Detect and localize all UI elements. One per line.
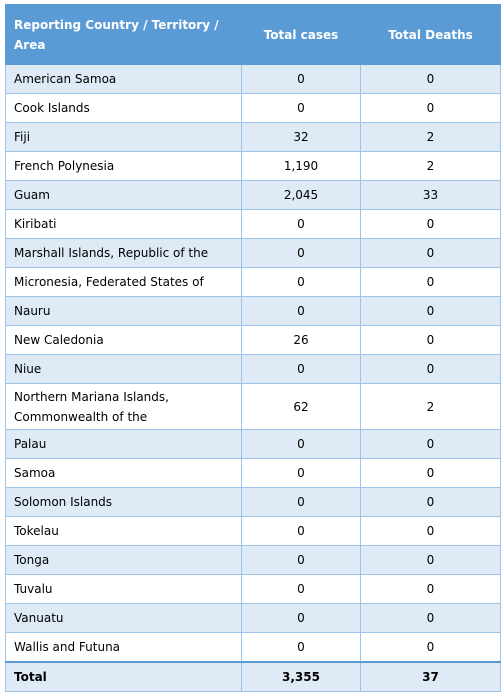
cases-cell: 0 (241, 267, 361, 297)
total-cases: 3,355 (241, 660, 361, 692)
deaths-cell: 0 (360, 632, 501, 662)
deaths-cell: 0 (360, 429, 501, 459)
table-row: Palau 0 0 (5, 429, 501, 459)
deaths-cell: 0 (360, 545, 501, 575)
table-row: Solomon Islands 0 0 (5, 487, 501, 517)
table-row: Tokelau 0 0 (5, 516, 501, 546)
deaths-cell: 0 (360, 487, 501, 517)
country-cell: French Polynesia (5, 151, 242, 181)
cases-cell: 0 (241, 487, 361, 517)
cases-cell: 0 (241, 516, 361, 546)
cases-cell: 0 (241, 93, 361, 123)
cases-cell: 32 (241, 122, 361, 152)
cases-cell: 62 (241, 383, 361, 430)
country-cell: Fiji (5, 122, 242, 152)
table-row: Tonga 0 0 (5, 545, 501, 575)
header-total-cases: Total cases (241, 4, 361, 65)
country-cell: Tonga (5, 545, 242, 575)
deaths-cell: 2 (360, 151, 501, 181)
country-cell: Tuvalu (5, 574, 242, 604)
deaths-cell: 0 (360, 209, 501, 239)
deaths-cell: 0 (360, 603, 501, 633)
cases-cell: 26 (241, 325, 361, 355)
country-cell: Solomon Islands (5, 487, 242, 517)
country-cell: New Caledonia (5, 325, 242, 355)
deaths-cell: 0 (360, 325, 501, 355)
deaths-cell: 0 (360, 458, 501, 488)
table-header: Reporting Country / Territory / Area Tot… (5, 4, 501, 65)
country-cell: American Samoa (5, 64, 242, 94)
country-cell: Guam (5, 180, 242, 210)
cases-cell: 0 (241, 545, 361, 575)
cases-cell: 2,045 (241, 180, 361, 210)
cases-table: Reporting Country / Territory / Area Tot… (5, 4, 501, 692)
deaths-cell: 0 (360, 267, 501, 297)
table-row: Northern Mariana Islands, Commonwealth o… (5, 383, 501, 430)
cases-cell: 0 (241, 354, 361, 384)
cases-cell: 0 (241, 64, 361, 94)
country-cell: Northern Mariana Islands, Commonwealth o… (5, 383, 242, 430)
deaths-cell: 0 (360, 64, 501, 94)
table-row: Marshall Islands, Republic of the 0 0 (5, 238, 501, 268)
table-row: Wallis and Futuna 0 0 (5, 632, 501, 662)
cases-cell: 0 (241, 458, 361, 488)
deaths-cell: 2 (360, 122, 501, 152)
table-row: Niue 0 0 (5, 354, 501, 384)
deaths-cell: 33 (360, 180, 501, 210)
country-cell: Micronesia, Federated States of (5, 267, 242, 297)
country-cell: Samoa (5, 458, 242, 488)
table-row: American Samoa 0 0 (5, 64, 501, 94)
country-cell: Wallis and Futuna (5, 632, 242, 662)
table-body: American Samoa 0 0 Cook Islands 0 0 Fiji 32 2 Fre… (5, 64, 501, 662)
table-row: Micronesia, Federated States of 0 0 (5, 267, 501, 297)
table-row: Cook Islands 0 0 (5, 93, 501, 123)
table-row: Vanuatu 0 0 (5, 603, 501, 633)
country-cell: Tokelau (5, 516, 242, 546)
country-cell: Vanuatu (5, 603, 242, 633)
cases-cell: 0 (241, 574, 361, 604)
table-row: New Caledonia 26 0 (5, 325, 501, 355)
table-footer: Total 3,355 37 (5, 660, 501, 692)
table-row: Nauru 0 0 (5, 296, 501, 326)
cases-cell: 0 (241, 238, 361, 268)
table-row: Fiji 32 2 (5, 122, 501, 152)
table-row: Guam 2,045 33 (5, 180, 501, 210)
table-row: Samoa 0 0 (5, 458, 501, 488)
cases-cell: 0 (241, 209, 361, 239)
header-total-deaths: Total Deaths (360, 4, 501, 65)
country-cell: Kiribati (5, 209, 242, 239)
country-cell: Niue (5, 354, 242, 384)
deaths-cell: 0 (360, 93, 501, 123)
cases-cell: 0 (241, 603, 361, 633)
country-cell: Cook Islands (5, 93, 242, 123)
deaths-cell: 0 (360, 354, 501, 384)
country-cell: Palau (5, 429, 242, 459)
cases-cell: 0 (241, 429, 361, 459)
total-row: Total 3,355 37 (5, 660, 501, 692)
country-cell: Marshall Islands, Republic of the (5, 238, 242, 268)
cases-cell: 1,190 (241, 151, 361, 181)
deaths-cell: 0 (360, 238, 501, 268)
table-row: Kiribati 0 0 (5, 209, 501, 239)
header-country: Reporting Country / Territory / Area (5, 4, 242, 65)
deaths-cell: 0 (360, 574, 501, 604)
total-deaths: 37 (360, 660, 501, 692)
table-row: Tuvalu 0 0 (5, 574, 501, 604)
total-label: Total (5, 660, 242, 692)
deaths-cell: 2 (360, 383, 501, 430)
deaths-cell: 0 (360, 296, 501, 326)
header-row: Reporting Country / Territory / Area Tot… (5, 4, 501, 65)
deaths-cell: 0 (360, 516, 501, 546)
country-cell: Nauru (5, 296, 242, 326)
cases-cell: 0 (241, 632, 361, 662)
table-row: French Polynesia 1,190 2 (5, 151, 501, 181)
cases-cell: 0 (241, 296, 361, 326)
